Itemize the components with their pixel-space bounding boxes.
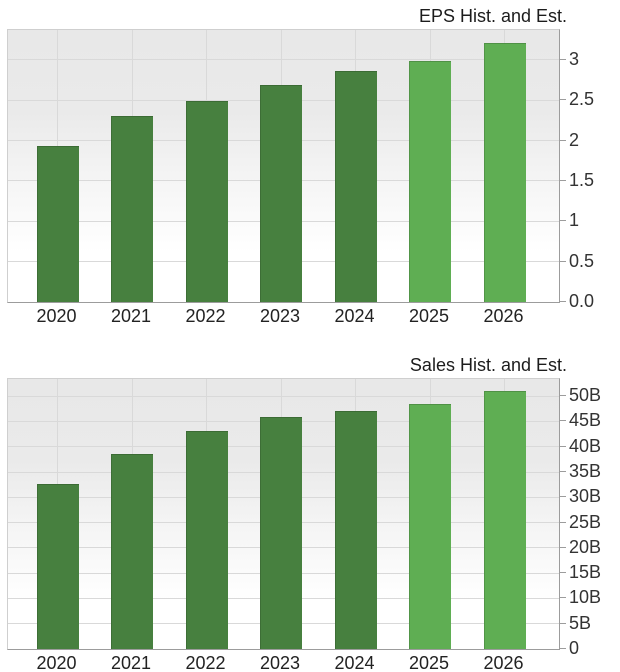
y-tick-label: 0.0 <box>569 291 595 311</box>
y-tick-label: 15B <box>569 562 602 583</box>
y-axis-tick <box>559 622 566 624</box>
y-tick-label: 1 <box>569 210 580 231</box>
y-axis-tick <box>559 179 566 181</box>
y-tick-label: 2.5 <box>569 89 595 110</box>
bar-2026 <box>483 42 526 302</box>
y-axis-tick <box>559 395 566 397</box>
x-tick-label-2023: 2023 <box>259 306 301 326</box>
eps-plot-area <box>7 29 560 303</box>
sales-plot-area <box>7 378 560 650</box>
x-tick-label-2021: 2021 <box>110 653 152 672</box>
x-tick-label-2024: 2024 <box>334 653 375 672</box>
sales-chart: Sales Hist. and Est. 50B 45B 40B 35B 30B 25B 2… <box>0 349 620 672</box>
y-tick-label: 40B <box>569 435 602 456</box>
y-axis-tick <box>559 420 566 422</box>
y-axis-tick <box>559 58 566 60</box>
y-axis-tick <box>559 445 566 447</box>
y-axis-tick <box>559 597 566 599</box>
bar-2024 <box>334 71 377 302</box>
y-axis-tick <box>559 139 566 141</box>
bar-2025 <box>409 404 451 649</box>
bar-2021 <box>111 454 153 649</box>
bar-2023 <box>260 417 302 649</box>
bar-2022 <box>185 431 228 649</box>
x-tick-label-2025: 2025 <box>408 653 450 672</box>
bar-2020 <box>36 146 79 302</box>
y-gridline <box>8 395 559 397</box>
y-tick-label: 10B <box>569 587 602 608</box>
x-tick-label-2020: 2020 <box>36 306 77 326</box>
y-axis-tick <box>559 301 566 302</box>
x-tick-label-2026: 2026 <box>483 306 524 326</box>
x-tick-label-2022: 2022 <box>185 306 226 326</box>
y-tick-label: 35B <box>569 461 602 482</box>
y-tick-label: 5B <box>569 612 592 633</box>
x-tick-label-2021: 2021 <box>110 306 152 326</box>
bar-2026 <box>483 390 526 649</box>
y-axis-tick <box>559 572 566 574</box>
bar-2022 <box>185 101 228 302</box>
y-axis-tick <box>559 99 566 101</box>
bar-2020 <box>36 484 79 649</box>
y-tick-label: 3 <box>569 48 580 69</box>
y-tick-label: 20B <box>569 536 602 557</box>
y-axis-tick <box>559 648 566 649</box>
y-tick-label: 25B <box>569 511 602 532</box>
sales-plot-wrap: 50B 45B 40B 35B 30B 25B 20B 15B 10B 5B 0 2020 2021 20… <box>0 378 620 672</box>
bar-2021 <box>111 116 153 302</box>
bar-2025 <box>409 61 451 302</box>
x-tick-label-2022: 2022 <box>185 653 226 672</box>
y-axis-tick <box>559 260 566 262</box>
y-tick-label: 30B <box>569 486 602 507</box>
y-axis-tick <box>559 546 566 548</box>
bar-2024 <box>334 410 377 649</box>
bar-2023 <box>260 84 302 302</box>
y-tick-label: 50B <box>569 385 602 406</box>
x-tick-label-2025: 2025 <box>408 306 450 326</box>
y-tick-label: 2 <box>569 129 580 150</box>
y-axis-tick <box>559 496 566 498</box>
y-tick-label: 0 <box>569 638 580 658</box>
x-tick-label-2024: 2024 <box>334 306 375 326</box>
y-tick-label: 0.5 <box>569 250 595 271</box>
x-tick-label-2026: 2026 <box>483 653 524 672</box>
y-axis-tick <box>559 471 566 473</box>
chart-gap <box>0 331 620 349</box>
eps-chart: EPS Hist. and Est. 3 2.5 2 1.5 1 0.5 0.0 2020 20… <box>0 0 620 331</box>
eps-chart-title: EPS Hist. and Est. <box>418 6 567 26</box>
y-tick-label: 1.5 <box>569 169 595 190</box>
x-tick-label-2023: 2023 <box>259 653 301 672</box>
y-tick-label: 45B <box>569 410 602 431</box>
y-gridline <box>8 59 559 61</box>
y-axis-tick <box>559 220 566 222</box>
sales-chart-title: Sales Hist. and Est. <box>409 355 567 375</box>
y-axis-tick <box>559 521 566 523</box>
x-tick-label-2020: 2020 <box>36 653 77 672</box>
eps-plot-wrap: 3 2.5 2 1.5 1 0.5 0.0 2020 2021 2022 2023 2024 2025 2… <box>0 29 620 331</box>
